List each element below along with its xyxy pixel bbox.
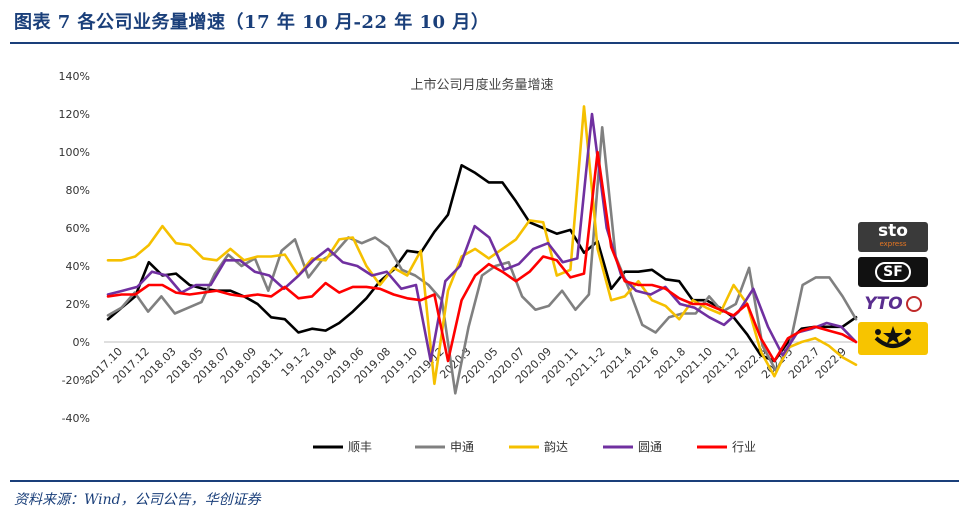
x-axis: 2017.102017.122018.032018.052018.072018.…: [84, 341, 856, 389]
sto-logo: sto express: [858, 222, 928, 252]
legend: 顺丰 申通 韵达 圆通 行业: [313, 439, 756, 454]
sto-logo-subtext: express: [879, 240, 907, 248]
y-tick-label: -20%: [62, 374, 90, 387]
series-line-申通: [106, 126, 858, 395]
series-line-韵达: [106, 105, 858, 386]
yto-swirl-icon: [905, 296, 922, 312]
yunda-logo: [858, 322, 928, 355]
legend-label: 申通: [450, 440, 474, 454]
footer-rule: [10, 480, 959, 482]
sto-logo-text: sto: [878, 221, 908, 241]
y-tick-label: 80%: [66, 184, 90, 197]
yto-logo-text: YTO: [864, 294, 903, 314]
line-chart: 上市公司月度业务量增速 140% 120% 100% 80% 60% 40% 20% 0% -2…: [59, 70, 858, 454]
y-tick-label: 140%: [59, 70, 90, 83]
y-tick-label: 120%: [59, 108, 90, 121]
y-tick-label: 100%: [59, 146, 90, 159]
legend-label: 行业: [732, 440, 756, 454]
legend-label: 圆通: [638, 440, 662, 454]
sf-logo-text: SF: [875, 262, 911, 282]
yto-logo: YTO: [858, 290, 928, 318]
y-tick-label: 40%: [66, 260, 90, 273]
legend-label: 顺丰: [348, 440, 372, 454]
y-tick-label: 0%: [73, 336, 90, 349]
legend-label: 韵达: [544, 439, 568, 454]
y-axis: 140% 120% 100% 80% 60% 40% 20% 0% -20% -40%: [59, 70, 90, 425]
series-line-圆通: [106, 112, 858, 363]
header-rule: [10, 42, 959, 44]
series-lines: [106, 105, 858, 395]
series-line-顺丰: [106, 164, 858, 363]
series-line-行业: [106, 150, 858, 363]
y-tick-label: -40%: [62, 412, 90, 425]
sf-logo: SF: [858, 257, 928, 287]
source-note: 资料来源：Wind，公司公告，华创证券: [14, 492, 261, 508]
y-tick-label: 20%: [66, 298, 90, 311]
figure-header: 图表 7 各公司业务量增速（17 年 10 月-22 年 10 月）: [14, 12, 490, 33]
chart-title: 上市公司月度业务量增速: [410, 77, 553, 93]
smile-star-icon: [874, 326, 912, 348]
y-tick-label: 60%: [66, 222, 90, 235]
